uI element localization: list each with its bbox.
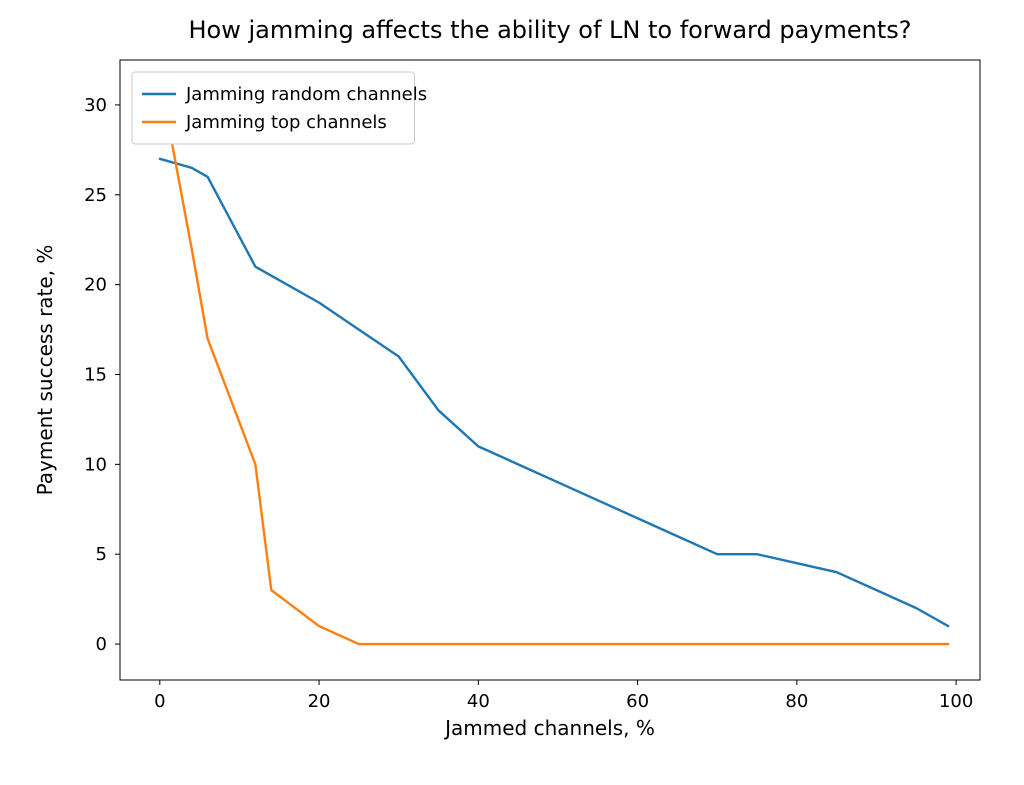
- x-tick-label: 80: [785, 691, 808, 712]
- legend: Jamming random channels Jamming top chann…: [132, 72, 427, 144]
- x-axis-title: Jammed channels, %: [443, 716, 655, 740]
- line-chart: 0 20 40 60 80 100 0 5 10 15 20 25 30 Jammed channels,…: [0, 0, 1024, 785]
- y-tick-label: 5: [96, 544, 107, 565]
- x-tick-label: 100: [939, 691, 973, 712]
- chart-title: How jamming affects the ability of LN to…: [188, 16, 911, 44]
- x-tick-label: 0: [154, 691, 165, 712]
- y-tick-label: 10: [84, 454, 107, 475]
- y-axis-title: Payment success rate, %: [33, 245, 57, 496]
- legend-box: [132, 72, 415, 144]
- y-tick-label: 15: [84, 364, 107, 385]
- x-tick-label: 20: [308, 691, 331, 712]
- y-tick-label: 25: [84, 185, 107, 206]
- y-tick-label: 20: [84, 275, 107, 296]
- y-tick-label: 30: [84, 95, 107, 116]
- x-tick-label: 40: [467, 691, 490, 712]
- chart-container: 0 20 40 60 80 100 0 5 10 15 20 25 30 Jammed channels,…: [0, 0, 1024, 785]
- y-tick-label: 0: [96, 634, 107, 655]
- x-tick-label: 60: [626, 691, 649, 712]
- legend-label-0: Jamming random channels: [185, 84, 427, 105]
- legend-label-1: Jamming top channels: [185, 112, 387, 133]
